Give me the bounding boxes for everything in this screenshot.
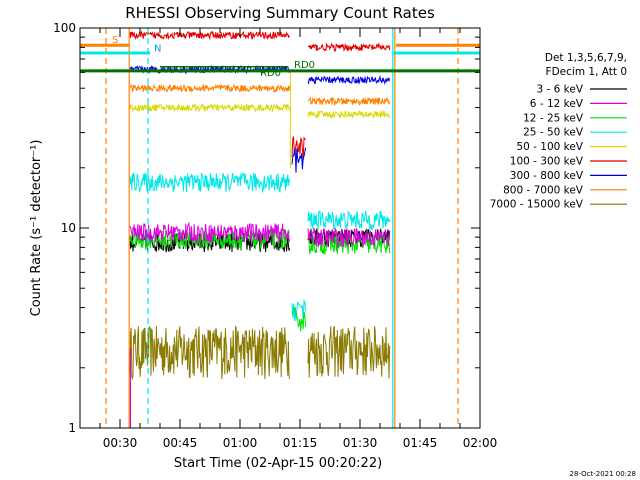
legend-label: 12 - 25 keV	[523, 112, 584, 124]
legend-label: 100 - 300 keV	[510, 156, 584, 168]
series-300-800-kev-dip	[291, 147, 307, 173]
flag-label: N	[154, 43, 161, 54]
legend-header-line1: Det 1,3,5,6,7,9,	[545, 52, 627, 64]
legend-label: 3 - 6 keV	[536, 84, 583, 96]
series-7000-15000-kev-seg1	[129, 325, 291, 381]
series-800-7000-kev-seg2	[307, 96, 391, 107]
flags-layer: S N RD0 RD0	[80, 28, 480, 428]
series-800-7000-kev-seg1	[129, 83, 291, 94]
y-tick-label: 100	[53, 21, 76, 35]
series-25-50-kev-seg2	[307, 210, 391, 231]
flag-label: RD0	[294, 60, 315, 71]
x-tick-label: 01:30	[343, 436, 378, 450]
series-100-300-kev-seg1	[129, 30, 291, 41]
legend: Det 1,3,5,6,7,9, FDecim 1, Att 0 3 - 6 k…	[490, 52, 627, 211]
series-6-12-kev-seg1	[129, 221, 291, 244]
legend-label: 25 - 50 keV	[523, 127, 584, 139]
y-axis-label: Count Rate (s⁻¹ detector⁻¹)	[29, 140, 44, 317]
y-tick-label: 1	[68, 421, 76, 435]
x-tick-label: 00:30	[103, 436, 138, 450]
x-axis-label: Start Time (02-Apr-15 00:20:22)	[174, 456, 382, 471]
series-12-25-kev-dip	[291, 306, 307, 332]
series-25-50-kev-seg1	[129, 171, 291, 194]
axis-layer: 1 10 100 Count Rate (s⁻¹ detector⁻¹) 00:30 00…	[29, 21, 497, 450]
legend-label: 6 - 12 keV	[530, 98, 584, 110]
series-6-12-kev-seg2	[307, 227, 391, 248]
series-300-800-kev-seg2	[307, 75, 391, 86]
flag-label: S	[112, 35, 118, 46]
series-50-100-kev-seg1	[129, 102, 291, 113]
flag-label: RD0	[260, 68, 281, 79]
series-100-300-kev-seg2	[307, 42, 391, 53]
x-tick-label: 01:00	[223, 436, 258, 450]
legend-label: 50 - 100 keV	[516, 141, 583, 153]
x-tick-label: 00:45	[163, 436, 198, 450]
footer-stamp: 28-Oct-2021 00:28	[570, 470, 636, 478]
y-tick-label: 10	[61, 221, 76, 235]
series-50-100-kev-seg2	[307, 109, 391, 120]
x-tick-label: 02:00	[463, 436, 498, 450]
x-tick-label: 01:15	[283, 436, 318, 450]
legend-header-line2: FDecim 1, Att 0	[546, 66, 627, 78]
legend-label: 7000 - 15000 keV	[490, 199, 584, 211]
legend-label: 800 - 7000 keV	[503, 184, 584, 196]
chart-title: RHESSI Observing Summary Count Rates	[125, 4, 435, 22]
series-7000-15000-kev-seg2	[307, 325, 391, 379]
legend-label: 300 - 800 keV	[510, 170, 584, 182]
x-tick-label: 01:45	[403, 436, 438, 450]
